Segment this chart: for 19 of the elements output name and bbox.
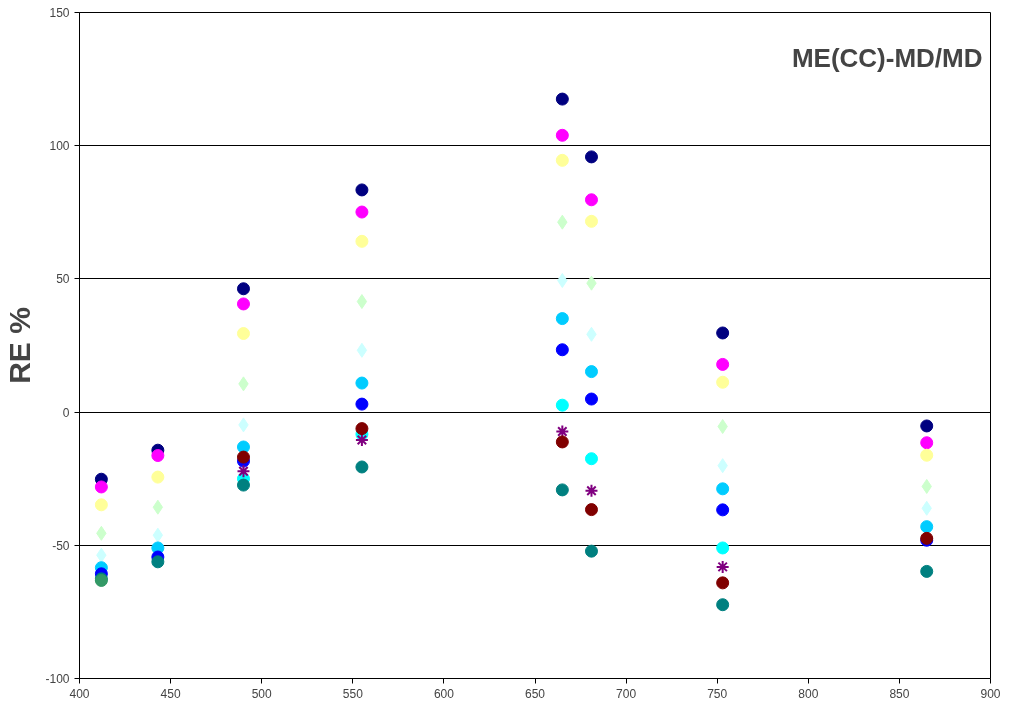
y-tick-label: -100 <box>45 672 70 686</box>
x-tick-label: 800 <box>798 686 819 701</box>
x-tick-label: 900 <box>980 686 1001 701</box>
x-tick-label: 550 <box>342 686 364 701</box>
y-axis-title: RE % <box>3 307 37 384</box>
x-tick-label: 650 <box>524 686 546 701</box>
y-tick-label: 150 <box>49 6 70 20</box>
x-tick-label: 750 <box>707 686 728 701</box>
x-tick-label: 600 <box>433 686 455 701</box>
text: ME(CC)-MD/MD <box>791 42 983 73</box>
x-tick-label: 500 <box>251 686 273 701</box>
x-tick-label: 850 <box>889 686 910 701</box>
y-tick-label: 100 <box>49 139 70 154</box>
x-tick-label: 450 <box>160 686 181 701</box>
y-tick-label: -50 <box>52 538 70 553</box>
y-tick-label: 50 <box>56 272 70 287</box>
x-tick-label: 400 <box>69 686 90 701</box>
y-tick-label: 0 <box>62 405 70 420</box>
x-tick-label: 700 <box>616 686 637 701</box>
